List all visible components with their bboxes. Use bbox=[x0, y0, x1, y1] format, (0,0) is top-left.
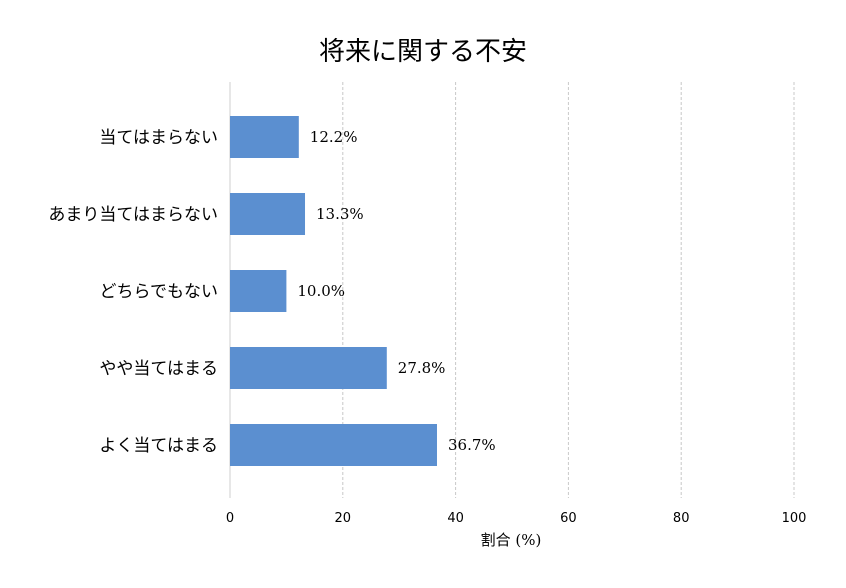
x-tick-label: 0 bbox=[226, 511, 234, 526]
category-label: どちらでもない bbox=[100, 282, 219, 302]
category-label: あまり当てはまらない bbox=[48, 205, 218, 225]
x-tick-label: 40 bbox=[447, 511, 464, 526]
bar bbox=[230, 347, 387, 389]
value-label: 13.3% bbox=[316, 205, 364, 223]
x-tick-label: 100 bbox=[782, 511, 807, 526]
x-tick-label: 60 bbox=[560, 511, 577, 526]
bar bbox=[230, 193, 306, 235]
x-axis-label: 割合 (%) bbox=[481, 531, 542, 549]
bar bbox=[230, 116, 299, 158]
x-tick-label: 20 bbox=[335, 511, 352, 526]
value-labels: 12.2% 13.3% 10.0% 27.8% 36.7% bbox=[297, 128, 495, 454]
category-label: 当てはまらない bbox=[99, 128, 218, 148]
chart-title: 将来に関する不安 bbox=[319, 37, 527, 67]
category-label: よく当てはまる bbox=[99, 436, 218, 456]
value-label: 27.8% bbox=[398, 359, 446, 377]
bar bbox=[230, 424, 437, 466]
bar bbox=[230, 270, 287, 312]
value-label: 36.7% bbox=[448, 436, 496, 454]
x-tick-labels: 0 20 40 60 80 100 bbox=[226, 511, 807, 526]
value-label: 12.2% bbox=[310, 128, 358, 146]
bars bbox=[230, 116, 437, 466]
x-tick-label: 80 bbox=[673, 511, 690, 526]
category-label: やや当てはまる bbox=[99, 359, 218, 379]
value-label: 10.0% bbox=[297, 282, 345, 300]
